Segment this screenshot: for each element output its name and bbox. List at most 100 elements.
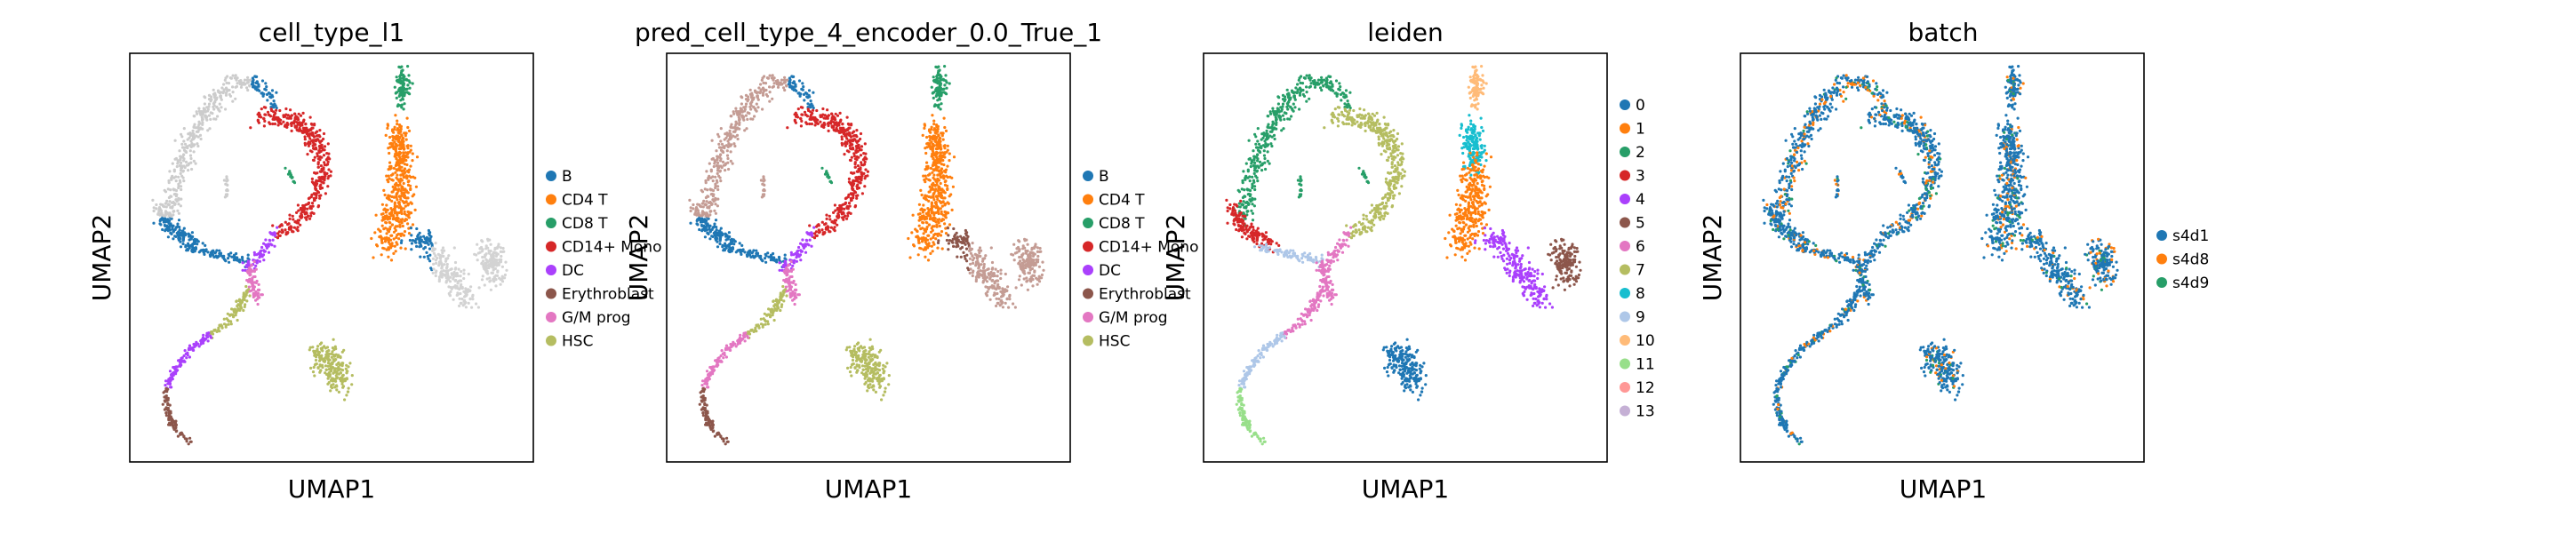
legend-marker <box>546 218 556 228</box>
data-point <box>179 155 182 158</box>
data-point <box>260 115 263 119</box>
data-point <box>205 106 209 109</box>
data-point <box>702 211 706 215</box>
data-point <box>195 238 198 242</box>
data-point <box>213 91 217 95</box>
data-point <box>952 227 956 231</box>
data-point <box>407 232 412 235</box>
data-point <box>290 123 293 128</box>
data-point <box>308 134 311 138</box>
data-point <box>182 139 186 143</box>
data-point <box>500 258 503 261</box>
data-point <box>292 230 295 234</box>
data-point <box>288 217 292 220</box>
data-point <box>292 122 296 125</box>
data-point <box>854 179 858 182</box>
data-point <box>406 65 410 68</box>
data-point <box>707 215 710 219</box>
data-point <box>246 253 250 257</box>
data-point <box>180 161 183 164</box>
data-point <box>262 259 266 262</box>
data-point <box>763 318 767 322</box>
data-point <box>185 356 188 360</box>
data-point <box>400 65 404 68</box>
data-point <box>392 166 396 170</box>
data-point <box>759 90 763 93</box>
data-point <box>981 281 985 284</box>
data-point <box>314 171 317 175</box>
data-point <box>932 213 936 217</box>
data-point <box>192 115 196 118</box>
data-point <box>407 74 411 77</box>
data-point <box>182 435 186 439</box>
data-point <box>215 96 219 99</box>
data-point <box>258 256 261 259</box>
data-point <box>293 112 297 115</box>
data-point <box>392 237 396 241</box>
data-point <box>313 155 316 159</box>
data-point <box>939 151 942 155</box>
data-point <box>167 181 171 185</box>
data-point <box>172 170 176 173</box>
data-point <box>729 115 732 118</box>
data-point <box>797 245 801 250</box>
data-point <box>938 92 941 96</box>
data-point <box>698 227 701 232</box>
data-point <box>418 231 421 235</box>
data-point <box>848 139 852 142</box>
data-point <box>345 371 348 375</box>
data-point <box>933 131 937 134</box>
data-point <box>278 225 282 228</box>
data-point <box>393 140 396 144</box>
data-point <box>263 113 267 116</box>
data-point <box>402 137 405 140</box>
data-point <box>444 281 448 284</box>
data-point <box>937 139 940 143</box>
data-point <box>199 339 203 343</box>
data-point <box>925 195 929 198</box>
data-point <box>170 215 173 219</box>
data-point <box>952 155 956 159</box>
data-point <box>743 251 747 254</box>
data-point <box>813 123 817 127</box>
data-point <box>268 91 272 96</box>
data-point <box>492 263 496 266</box>
data-point <box>440 266 444 270</box>
data-point <box>746 336 750 339</box>
data-point <box>331 350 334 354</box>
data-point <box>756 98 760 101</box>
data-point <box>396 139 400 142</box>
data-point <box>177 203 180 206</box>
data-point <box>174 156 178 161</box>
data-point <box>943 84 947 87</box>
data-point <box>935 80 939 84</box>
data-point <box>239 85 244 89</box>
data-point <box>183 349 187 353</box>
data-point <box>931 228 934 232</box>
data-point <box>938 98 941 101</box>
data-point <box>713 160 717 163</box>
data-point <box>990 260 995 265</box>
data-point <box>395 157 398 161</box>
data-point <box>165 227 169 231</box>
data-point <box>708 370 712 374</box>
data-point <box>492 251 495 254</box>
data-point <box>761 323 765 327</box>
data-point <box>804 244 807 248</box>
data-point <box>169 231 172 235</box>
data-point <box>841 216 844 219</box>
data-point <box>689 221 692 225</box>
data-point <box>925 135 929 139</box>
data-point <box>162 214 165 218</box>
data-point <box>406 203 411 206</box>
data-point <box>843 153 846 156</box>
data-point <box>380 203 384 206</box>
data-point <box>449 285 452 290</box>
data-point <box>219 94 222 99</box>
data-point <box>407 171 411 174</box>
data-point <box>821 113 825 116</box>
data-point <box>218 249 221 252</box>
data-point <box>327 381 331 385</box>
data-point <box>489 279 492 282</box>
data-point <box>939 154 942 157</box>
